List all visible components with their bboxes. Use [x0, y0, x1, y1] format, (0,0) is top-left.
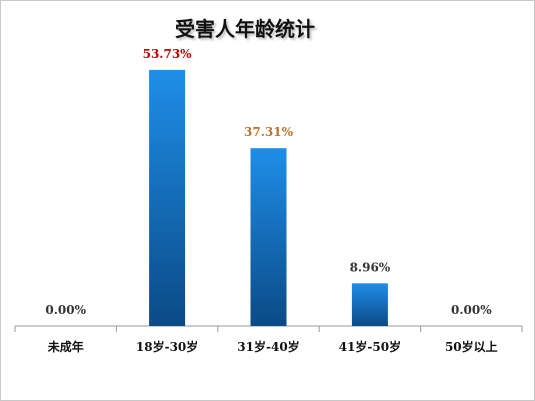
chart-title: 受害人年龄统计 — [175, 17, 315, 41]
value-label-2: 37.31% — [244, 125, 294, 139]
category-label-4: 50岁以上 — [445, 339, 498, 354]
category-label-2: 31岁-40岁 — [237, 339, 299, 354]
value-label-0: 0.00% — [45, 303, 86, 317]
value-label-3: 8.96% — [350, 260, 391, 274]
category-labels: 未成年 18岁-30岁 31岁-40岁 41岁-50岁 50岁以上 — [47, 339, 498, 354]
category-label-1: 18岁-30岁 — [136, 339, 198, 354]
value-label-4: 0.00% — [451, 303, 492, 317]
bars — [149, 69, 388, 327]
x-axis — [14, 325, 523, 332]
bar-3 — [351, 283, 388, 326]
category-label-3: 41岁-50岁 — [339, 339, 401, 354]
category-label-0: 未成年 — [47, 339, 84, 354]
value-labels: 0.00% 53.73% 37.31% 8.96% 0.00% — [45, 47, 492, 317]
value-label-1: 53.73% — [143, 47, 193, 61]
bar-1 — [149, 69, 186, 327]
bar-2 — [250, 148, 287, 326]
